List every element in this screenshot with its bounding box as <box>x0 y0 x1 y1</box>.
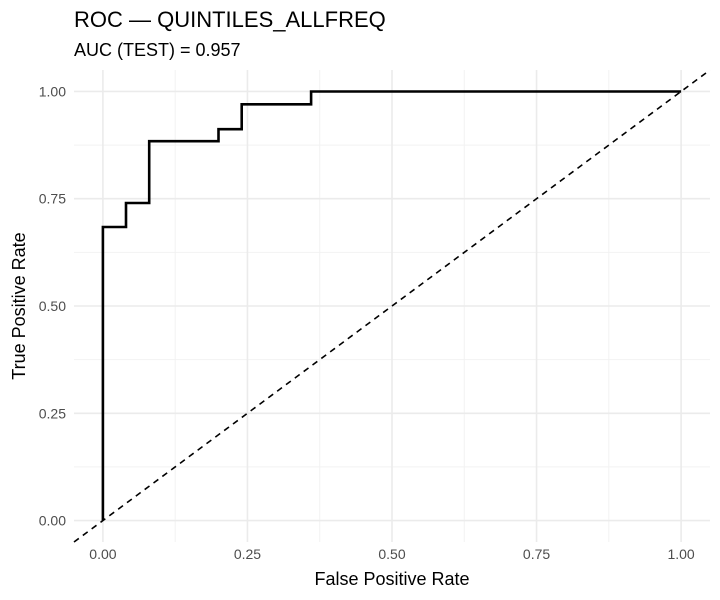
y-tick-labels: 0.00 0.25 0.50 0.75 1.00 <box>39 83 66 528</box>
y-tick-label: 1.00 <box>39 83 66 99</box>
chart-title: ROC — QUINTILES_ALLFREQ <box>74 7 386 32</box>
chart-subtitle: AUC (TEST) = 0.957 <box>74 40 241 60</box>
x-tick-label: 1.00 <box>667 546 694 562</box>
diagonal-reference-line <box>73 69 711 543</box>
x-tick-label: 0.25 <box>234 546 261 562</box>
y-axis-label: True Positive Rate <box>9 232 29 379</box>
x-axis-label: False Positive Rate <box>314 569 469 589</box>
series-lines <box>73 69 711 543</box>
x-tick-labels: 0.00 0.25 0.50 0.75 1.00 <box>89 546 695 562</box>
y-tick-label: 0.75 <box>39 191 66 207</box>
x-tick-label: 0.50 <box>378 546 405 562</box>
x-tick-label: 0.00 <box>89 546 116 562</box>
roc-curve-line <box>101 90 682 521</box>
y-tick-label: 0.50 <box>39 298 66 314</box>
y-tick-label: 0.00 <box>39 513 66 529</box>
x-tick-label: 0.75 <box>523 546 550 562</box>
y-tick-label: 0.25 <box>39 405 66 421</box>
